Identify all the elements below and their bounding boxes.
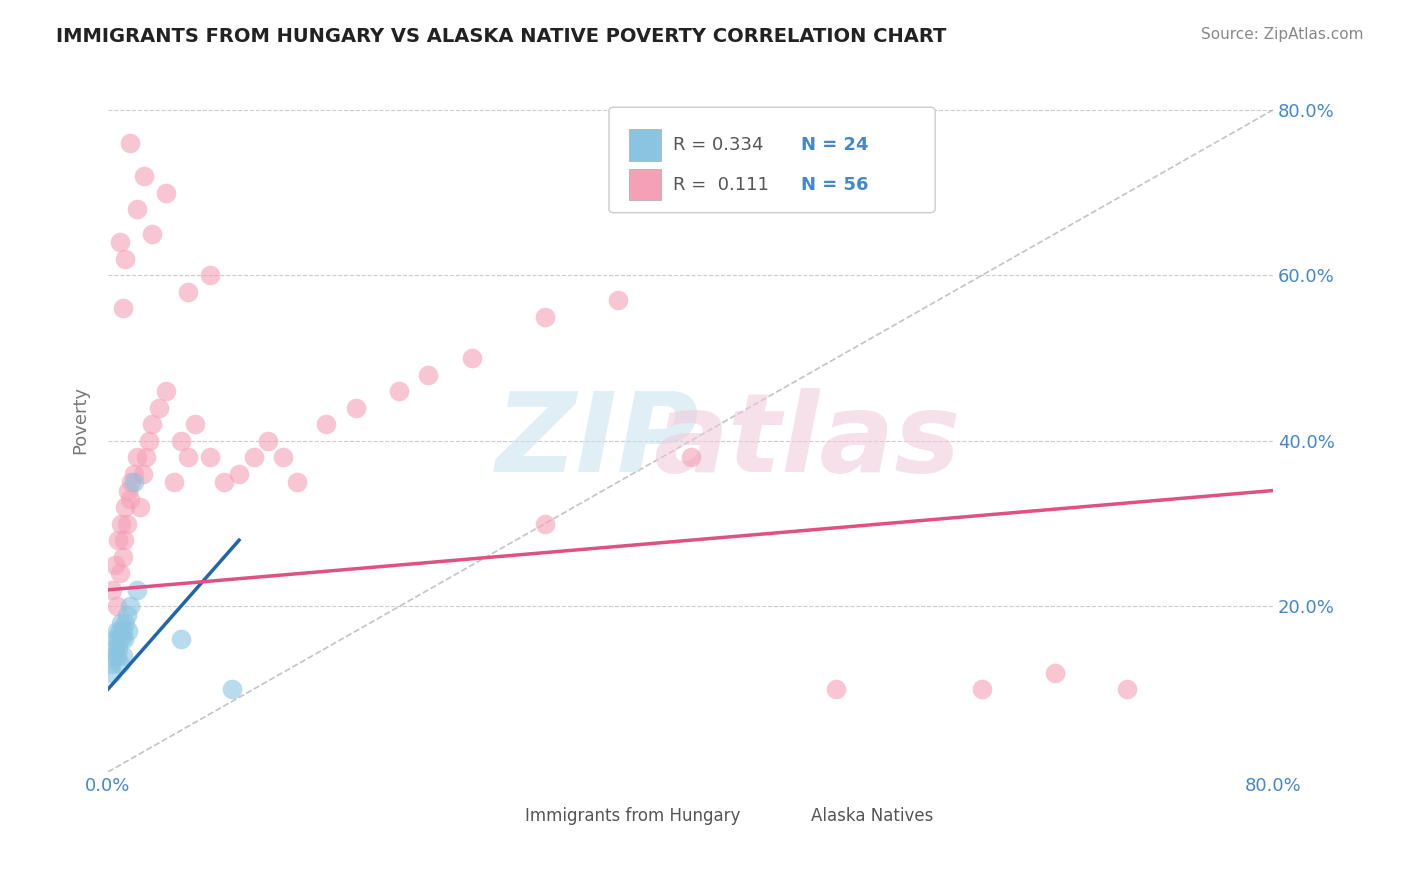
Point: [155, 384, 177, 399]
Point: [104, 558, 127, 572]
Point: [257, 434, 280, 448]
Point: [115, 607, 138, 622]
Point: [108, 566, 131, 581]
Point: [141, 417, 163, 432]
Bar: [492, 805, 517, 826]
Text: ZIP: ZIP: [495, 388, 699, 495]
Point: [122, 475, 145, 490]
Point: [1043, 665, 1066, 680]
Point: [221, 682, 243, 697]
Point: [112, 632, 135, 647]
Point: [271, 450, 294, 465]
Point: [228, 467, 250, 481]
Point: [117, 483, 139, 498]
Point: [155, 186, 177, 200]
Point: [110, 615, 132, 630]
Point: [115, 516, 138, 531]
Point: [388, 384, 411, 399]
Point: [112, 533, 135, 548]
Point: [118, 599, 141, 614]
Point: [105, 648, 128, 663]
Point: [117, 624, 139, 639]
Point: [105, 624, 128, 639]
Point: [118, 136, 141, 150]
Point: [104, 640, 127, 655]
Point: [107, 533, 129, 548]
Point: [461, 351, 484, 366]
Point: [825, 682, 848, 697]
Text: Alaska Natives: Alaska Natives: [810, 806, 932, 824]
Text: N = 56: N = 56: [801, 176, 869, 194]
Point: [111, 301, 134, 316]
Point: [105, 599, 128, 614]
Bar: [778, 805, 803, 826]
Point: [198, 450, 221, 465]
Text: IMMIGRANTS FROM HUNGARY VS ALASKA NATIVE POVERTY CORRELATION CHART: IMMIGRANTS FROM HUNGARY VS ALASKA NATIVE…: [56, 27, 946, 45]
Point: [120, 475, 142, 490]
Point: [107, 632, 129, 647]
Point: [534, 310, 557, 324]
Point: [108, 657, 131, 672]
Point: [127, 202, 149, 217]
Point: [127, 450, 149, 465]
Point: [107, 640, 129, 655]
Point: [606, 293, 628, 308]
Point: [162, 475, 184, 490]
FancyBboxPatch shape: [609, 107, 935, 212]
Point: [114, 615, 136, 630]
Point: [198, 268, 221, 283]
Point: [111, 648, 134, 663]
Point: [114, 252, 136, 266]
Point: [184, 417, 207, 432]
Point: [108, 624, 131, 639]
Point: [170, 434, 193, 448]
Point: [242, 450, 264, 465]
Text: atlas: atlas: [654, 388, 960, 495]
Point: [118, 491, 141, 506]
Point: [111, 624, 134, 639]
Point: [100, 657, 122, 672]
Bar: [628, 129, 661, 161]
Point: [177, 285, 200, 299]
Point: [679, 450, 702, 465]
Point: [134, 169, 156, 183]
Text: N = 24: N = 24: [801, 136, 869, 154]
Text: R =  0.111: R = 0.111: [673, 176, 769, 194]
Point: [214, 475, 236, 490]
Point: [104, 632, 127, 647]
Point: [122, 467, 145, 481]
Text: R = 0.334: R = 0.334: [673, 136, 763, 154]
Y-axis label: Poverty: Poverty: [72, 386, 89, 454]
Point: [170, 632, 193, 647]
Point: [110, 632, 132, 647]
Point: [141, 227, 163, 241]
Point: [1116, 682, 1139, 697]
Bar: [628, 169, 661, 201]
Point: [970, 682, 993, 697]
Point: [534, 516, 557, 531]
Point: [101, 582, 124, 597]
Point: [135, 450, 157, 465]
Point: [127, 582, 149, 597]
Point: [344, 401, 367, 415]
Point: [418, 368, 440, 382]
Point: [111, 549, 134, 564]
Text: Source: ZipAtlas.com: Source: ZipAtlas.com: [1201, 27, 1364, 42]
Point: [177, 450, 200, 465]
Point: [315, 417, 337, 432]
Point: [103, 648, 125, 663]
Point: [148, 401, 170, 415]
Point: [101, 665, 124, 680]
Point: [285, 475, 308, 490]
Text: Immigrants from Hungary: Immigrants from Hungary: [524, 806, 741, 824]
Point: [138, 434, 160, 448]
Point: [129, 500, 152, 514]
Point: [132, 467, 155, 481]
Point: [110, 516, 132, 531]
Point: [114, 500, 136, 514]
Point: [108, 235, 131, 250]
